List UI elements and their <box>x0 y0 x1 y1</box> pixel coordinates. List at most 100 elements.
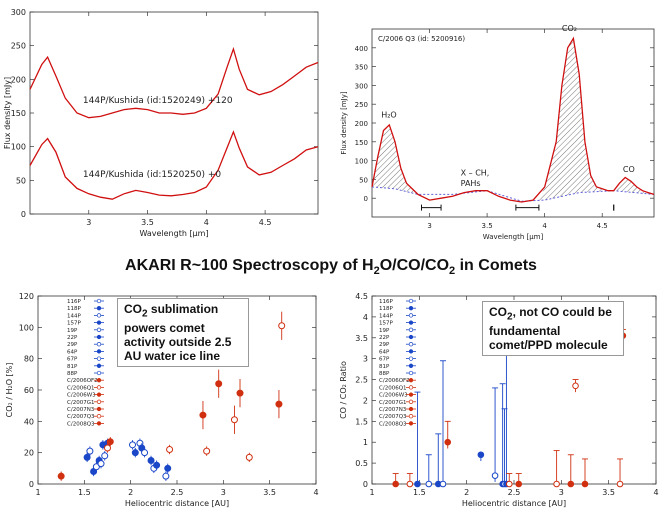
y-axis-label: Flux density [mJy] <box>3 77 12 149</box>
data-point <box>147 457 155 464</box>
y-tick-label: 2.5 <box>355 376 368 385</box>
data-point <box>104 444 111 452</box>
legend-marker <box>96 392 102 397</box>
y-tick-label: 0 <box>29 480 34 489</box>
x-tick-label: 3.5 <box>482 222 493 230</box>
spectrum-line <box>29 46 319 119</box>
data-point <box>86 447 94 455</box>
legend-label: 67P <box>67 357 78 363</box>
x-tick-label: 4 <box>204 218 209 227</box>
co2-h2o-chart-svg: 1 1.5 2 2.5 3 3.5 4020406080100120Heliocentric… <box>5 292 319 508</box>
spectrum-chart-c2006q3: 3 3.5 4 4.5 0 50 100 150 200 250 300 350 400 Waveleng… <box>332 0 662 246</box>
legend-label: 81P <box>67 364 78 370</box>
hatched-band <box>372 124 418 195</box>
legend-label: 157P <box>67 321 81 327</box>
legend-marker <box>408 327 414 332</box>
data-point <box>414 480 421 488</box>
x-tick-label: 2.5 <box>171 488 184 497</box>
y-axis-label: CO / CO₂ Ratio <box>339 361 348 419</box>
data-point <box>425 480 433 488</box>
data-point <box>616 480 624 488</box>
y-tick-label: 1 <box>363 438 368 447</box>
legend-label: C/2008Q3 <box>67 421 95 427</box>
y-tick-label: 0 <box>21 210 26 219</box>
x-axis-label: Heliocentric distance [AU] <box>125 499 229 508</box>
y-tick-label: 20 <box>24 449 34 458</box>
x-tick-label: 3.5 <box>141 218 154 227</box>
co-co2-ratio-chart-svg: 1 1.5 2 2.5 3 3.5 4 0 0.5 1 1.5 2 2.5 3 3.5 4 4.5 Helioce… <box>339 292 659 508</box>
legend-label: C/2006W3 <box>67 393 96 399</box>
legend-marker <box>96 298 102 304</box>
page-title: AKARI R~100 Spectroscopy of H2O/CO/CO2 i… <box>0 257 662 277</box>
legend-label: C/2006Q1 <box>67 385 95 391</box>
legend-label: 88P <box>379 371 390 377</box>
series-label: 144P/Kushida (id:1520249) +120 <box>83 96 233 106</box>
co2-sublimation-note: CO2 sublimation powers comet activity ou… <box>117 298 249 368</box>
legend-marker <box>408 349 414 354</box>
y-tick-label: 350 <box>355 64 368 72</box>
data-point <box>245 453 253 461</box>
legend-marker <box>408 363 414 368</box>
legend-marker <box>96 399 102 404</box>
legend-label: 116P <box>379 299 393 305</box>
legend-marker <box>96 421 102 426</box>
y-tick-label: 3 <box>363 355 368 364</box>
spectrum-line <box>371 36 655 203</box>
legend-label: 144P <box>67 313 81 319</box>
note-text: sublimation <box>147 302 219 316</box>
note-text: fundamental <box>489 324 561 339</box>
note-text: AU water ice line <box>124 349 221 364</box>
legend-marker <box>96 414 102 419</box>
y-axis-label: CO₂ / H₂O [%] <box>5 363 14 418</box>
legend-marker <box>96 406 102 412</box>
data-point <box>164 464 172 472</box>
data-point <box>57 472 65 480</box>
legend-marker <box>408 385 414 390</box>
legend-marker <box>96 342 102 347</box>
y-tick-label: 150 <box>355 139 368 147</box>
legend-label: C/2006OF2 <box>67 378 98 384</box>
legend-marker <box>408 334 414 340</box>
legend-marker <box>408 320 414 325</box>
x-axis-label: Wavelength [μm] <box>139 229 208 238</box>
x-axis-label: Heliocentric distance [AU] <box>462 499 566 508</box>
data-point <box>141 449 149 457</box>
y-tick-label: 50 <box>16 176 26 185</box>
legend-marker <box>96 334 102 340</box>
x-tick-label: 4 <box>542 222 547 230</box>
legend-label: 29P <box>379 342 390 348</box>
spectrum-chart-c2006q3-svg: 3 3.5 4 4.5 0 50 100 150 200 250 300 350 400 Waveleng… <box>340 24 655 241</box>
data-point <box>515 480 523 488</box>
x-tick-label: 2.5 <box>508 488 521 497</box>
x-tick-label: 3 <box>559 488 564 497</box>
x-tick-label: 4.5 <box>597 222 608 230</box>
legend-marker <box>96 313 102 318</box>
legend-label: C/2007G1 <box>379 400 406 406</box>
legend-marker <box>96 327 102 332</box>
title-part-2: O/CO/CO <box>379 257 450 274</box>
legend-label: C/2008Q3 <box>379 421 407 427</box>
x-tick-label: 1 <box>369 488 374 497</box>
legend-label: C/2007N3 <box>67 407 95 413</box>
x-tick-label: 4 <box>313 488 318 497</box>
legend-label: 19P <box>379 328 390 334</box>
legend-marker <box>96 306 102 311</box>
legend-label: 64P <box>379 349 390 355</box>
legend-marker <box>408 414 414 419</box>
title-sub-1: 2 <box>373 265 380 278</box>
title-part-1: AKARI R~100 Spectroscopy of H <box>125 257 374 274</box>
y-tick-label: 120 <box>19 292 34 301</box>
data-point <box>92 463 100 471</box>
legend-marker <box>408 392 414 397</box>
x-tick-label: 4.5 <box>259 218 272 227</box>
legend-marker <box>408 399 414 404</box>
x-tick-label: 3 <box>221 488 226 497</box>
chart-title: C/2006 Q3 (id: 5200916) <box>378 35 465 43</box>
data-point <box>203 447 211 455</box>
legend-marker <box>96 370 102 376</box>
legend-marker <box>96 378 102 383</box>
data-point <box>581 480 589 488</box>
co2-h2o-chart: 1 1.5 2 2.5 3 3.5 4 0 20 40 60 80 100 120 Heliocentric… <box>0 283 322 510</box>
data-point <box>444 438 452 446</box>
annotation-h2o: H₂O <box>381 110 397 119</box>
